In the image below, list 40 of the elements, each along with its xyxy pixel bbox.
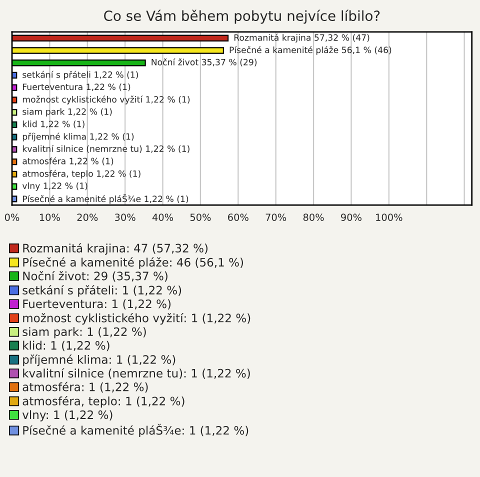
x-tick-label: 90% [341,214,362,221]
legend-label: setkání s přáteli: 1 (1,22 %) [22,285,182,297]
data-label: klid 1,22 % (1) [22,120,84,128]
data-label: kvalitní silnice (nemrzne tu) 1,22 % (1) [22,144,190,153]
data-label: Rozmanitá krajina 57,32 % (47) [234,34,370,42]
data-label: setkání s přáteli 1,22 % (1) [22,70,138,80]
data-label: Fuerteventura 1,22 % (1) [23,83,130,92]
legend-label: atmosféra: 1 (1,22 %) [22,382,148,393]
x-tick-label: 30% [115,214,136,221]
data-label: atmosféra 1,22 % (1) [22,157,114,166]
x-tick-label: 10% [40,214,60,221]
legend-label: Písečné a kamenité pláže: 46 (56,1 %) [23,257,244,269]
legend-label: Noční život: 29 (35,37 %) [23,270,168,282]
x-tick-label: 20% [77,214,98,221]
x-tick-label: 70% [266,214,286,221]
data-label: atmosféra, teplo 1,22 % (1) [22,170,140,179]
data-label: siam park 1,22 % (1) [22,108,112,117]
legend-label: Písečné a kamenité pláŠ¾e: 1 (1,22 %) [23,424,248,437]
legend-label: atmosféra, teplo: 1 (1,22 %) [22,396,184,408]
data-label: možnost cyklistického vyžití 1,22 % (1) [22,96,190,104]
x-tick-label: 80% [303,214,324,221]
data-label: vlny 1,22 % (1) [22,182,88,191]
data-label: příjemné klima 1,22 % (1) [22,132,134,142]
data-label: Písečné a kamenité pláŠ¾e 1,22 % (1) [23,194,188,204]
x-tick-label: 60% [228,214,248,221]
legend-label: vlny: 1 (1,22 %) [22,410,112,422]
legend-label: možnost cyklistického vyžití: 1 (1,22 %) [23,312,250,325]
legend-label: Rozmanitá krajina: 47 (57,32 %) [23,243,208,255]
x-tick-label: 100% [376,214,402,221]
data-label: Noční život 35,37 % (29) [152,58,257,66]
legend-label: Fuerteventura: 1 (1,22 %) [23,299,171,310]
legend-label: příjemné klima: 1 (1,22 %) [23,354,176,366]
legend-label: kvalitní silnice (nemrzne tu): 1 (1,22 %) [23,368,250,379]
legend-label: siam park: 1 (1,22 %) [22,327,146,338]
x-tick-label: 50% [190,214,211,221]
x-tick-label: 40% [152,214,174,221]
x-tick-label: 0% [4,214,20,221]
chart-title: Co se Vám během pobytu nejvíce líbilo? [104,10,380,24]
legend-label: klid: 1 (1,22 %) [23,340,110,352]
data-label: Písečné a kamenité pláže 56,1 % (46) [230,46,392,55]
